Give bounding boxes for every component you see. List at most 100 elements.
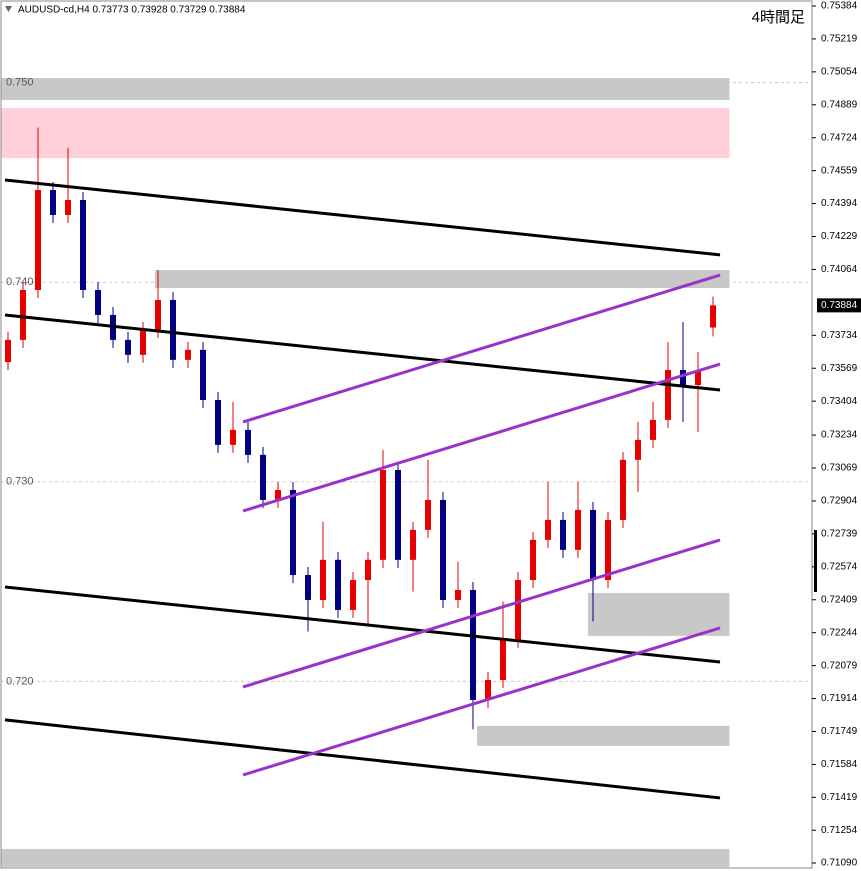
trend-line <box>242 362 721 513</box>
trend-line <box>242 273 721 424</box>
candle-body <box>484 679 491 700</box>
grid-level-label: 0.750 <box>6 77 34 89</box>
y-tick-label: 0.71419 <box>821 792 858 803</box>
candle-body <box>499 639 506 680</box>
candle-body <box>604 519 611 580</box>
zone <box>154 270 730 289</box>
candle-body <box>574 509 581 550</box>
y-tick-label: 0.74394 <box>821 198 858 209</box>
candle-body <box>379 470 386 560</box>
candle-body <box>544 519 551 540</box>
candle-body <box>199 349 206 400</box>
grid-level-label: 0.720 <box>6 675 34 687</box>
y-tick-label: 0.73734 <box>821 330 858 341</box>
candle-body <box>139 329 146 355</box>
y-tick-label: 0.75384 <box>821 1 858 12</box>
price-label-bg <box>817 298 861 313</box>
candle-body <box>289 489 296 576</box>
candle-body <box>274 489 281 500</box>
grid-level-label: 0.740 <box>6 276 34 288</box>
y-tick-label: 0.73569 <box>821 363 858 374</box>
candle-body <box>34 190 41 290</box>
candle-body <box>709 305 716 328</box>
candle-body <box>559 519 566 550</box>
candle-body <box>364 559 371 580</box>
trend-line <box>4 313 721 392</box>
candle-body <box>394 470 401 560</box>
y-tick-label: 0.74889 <box>821 99 858 110</box>
candle-body <box>619 459 626 520</box>
candle-body <box>649 419 656 440</box>
y-tick-label: 0.75054 <box>821 66 858 77</box>
candle-body <box>304 575 311 600</box>
candle-body <box>514 579 521 640</box>
y-tick-label: 0.74064 <box>821 264 858 275</box>
candle-body <box>79 199 86 290</box>
candle-body <box>94 289 101 315</box>
y-tick-label: 0.74724 <box>821 132 858 143</box>
trend-line <box>242 626 721 777</box>
candle-body <box>319 559 326 600</box>
zone <box>1 849 730 868</box>
candle-body <box>589 509 596 580</box>
scroll-marker <box>814 530 817 592</box>
header: AUDUSD-cd,H4 0.73773 0.73928 0.73729 0.7… <box>18 5 246 16</box>
timeframe: 4時間足 <box>752 9 805 26</box>
price-label: 0.73884 <box>821 300 858 311</box>
candle-body <box>664 370 671 420</box>
candle-body <box>424 499 431 530</box>
candle-body <box>349 579 356 610</box>
candle-body <box>454 589 461 600</box>
candle-body <box>154 299 161 330</box>
trend-line <box>4 718 721 800</box>
candle-body <box>409 529 416 560</box>
candle-body <box>4 339 11 363</box>
zone <box>1 78 730 100</box>
candle-body <box>49 190 56 215</box>
candle-body <box>259 454 266 500</box>
trend-line <box>242 538 721 689</box>
y-tick-label: 0.71090 <box>821 858 858 869</box>
zone <box>1 107 730 159</box>
y-tick-label: 0.73069 <box>821 463 858 474</box>
candle-body <box>679 370 686 386</box>
y-tick-label: 0.72574 <box>821 561 858 572</box>
candle-body <box>244 429 251 455</box>
candle-body <box>64 199 71 215</box>
y-tick-label: 0.72244 <box>821 627 858 638</box>
y-tick-label: 0.72904 <box>821 496 858 507</box>
candle-body <box>334 559 341 610</box>
y-tick-label: 0.73234 <box>821 430 858 441</box>
y-tick-label: 0.72739 <box>821 529 858 540</box>
y-tick-label: 0.72409 <box>821 594 858 605</box>
trend-line <box>4 178 721 257</box>
plot: 0.750 0.740 0.730 0.720 <box>1 77 812 868</box>
candle-body <box>229 429 236 445</box>
candle-body <box>214 399 221 445</box>
candle-body <box>529 539 536 580</box>
candle-body <box>19 289 26 340</box>
zone <box>588 592 730 636</box>
zone <box>477 725 730 746</box>
y-tick-label: 0.71914 <box>821 693 858 704</box>
candle-body <box>634 439 641 460</box>
plot-border <box>0 0 813 869</box>
y-tick-label: 0.74559 <box>821 165 858 176</box>
y-tick-label: 0.71584 <box>821 759 858 770</box>
candle-body <box>169 299 176 360</box>
y-tick-label: 0.75219 <box>821 34 858 45</box>
candle-body <box>124 339 131 355</box>
candle-body <box>469 589 476 700</box>
grid-level-label: 0.730 <box>6 476 34 488</box>
y-tick-label: 0.72079 <box>821 660 858 671</box>
header-icon <box>5 6 12 12</box>
y-tick-label: 0.73404 <box>821 396 858 407</box>
y-tick-label: 0.71749 <box>821 726 858 737</box>
candle-body <box>439 499 446 600</box>
y-tick-label: 0.71254 <box>821 825 858 836</box>
y-tick-label: 0.74229 <box>821 231 858 242</box>
trend-line <box>4 585 721 664</box>
candle-body <box>184 349 191 360</box>
candle-body <box>694 370 701 386</box>
